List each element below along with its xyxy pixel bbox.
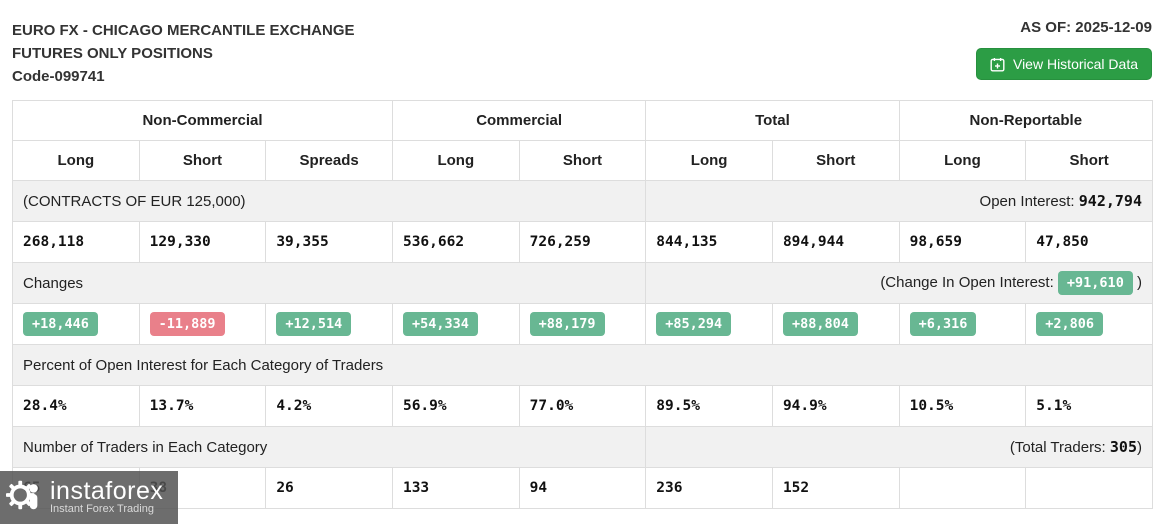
change-cell: +6,316 xyxy=(898,303,1027,345)
open-interest-label: Open Interest: xyxy=(979,193,1079,210)
percent-value: 89.5% xyxy=(645,385,773,427)
header-right: AS OF: 2025-12-09 View Historical Data xyxy=(975,19,1152,80)
traders-label: Number of Traders in Each Category xyxy=(11,426,647,468)
position-value: 47,850 xyxy=(1025,221,1153,263)
contracts-row: (CONTRACTS OF EUR 125,000) Open Interest… xyxy=(11,180,1153,222)
change-badge: +18,446 xyxy=(23,312,98,336)
traders-value: 133 xyxy=(391,467,520,509)
positions-row: 268,118 129,330 39,355 536,662 726,259 8… xyxy=(12,221,1153,263)
percent-label: Percent of Open Interest for Each Catego… xyxy=(12,344,1153,386)
group-header-row: Non-Commercial Commercial Total Non-Repo… xyxy=(12,100,1154,141)
total-traders-label: (Total Traders: xyxy=(1009,439,1110,456)
percent-value: 56.9% xyxy=(391,385,520,427)
group-total: Total xyxy=(645,100,900,141)
view-historical-data-button[interactable]: View Historical Data xyxy=(975,48,1152,80)
position-value: 129,330 xyxy=(138,221,267,263)
report-code: Code-099741 xyxy=(12,68,105,85)
percent-value: 28.4% xyxy=(12,385,140,427)
traders-value: 94 xyxy=(518,467,647,509)
change-badge: +54,334 xyxy=(402,312,478,336)
col-comm-long: Long xyxy=(391,140,520,181)
report-subtitle: FUTURES ONLY POSITIONS xyxy=(12,45,213,62)
change-oi-suffix: ) xyxy=(1132,274,1142,291)
change-cell: +85,294 xyxy=(645,303,773,345)
traders-value: 26 xyxy=(265,467,393,509)
changes-row: +18,446 -11,889 +12,514 +54,334 +88,179 … xyxy=(12,303,1153,345)
report-header: EURO FX - CHICAGO MERCANTILE EXCHANGE FU… xyxy=(0,0,1165,100)
open-interest-cell: Open Interest: 942,794 xyxy=(645,180,1153,222)
percents-row: 28.4% 13.7% 4.2% 56.9% 77.0% 89.5% 94.9%… xyxy=(12,385,1153,427)
calendar-plus-icon xyxy=(990,57,1005,72)
col-total-short: Short xyxy=(771,140,900,181)
traders-value: 236 xyxy=(645,467,773,509)
open-interest-value: 942,794 xyxy=(1078,192,1142,210)
traders-row: 65 38 26 133 94 236 152 xyxy=(12,467,1153,509)
col-nonrep-short: Short xyxy=(1025,140,1153,181)
change-oi-badge: +91,610 xyxy=(1057,271,1133,295)
traders-value: 152 xyxy=(771,467,900,509)
change-badge: +12,514 xyxy=(276,312,352,336)
position-value: 39,355 xyxy=(265,221,393,263)
position-value: 98,659 xyxy=(898,221,1027,263)
col-nonrep-long: Long xyxy=(898,140,1027,181)
change-cell: +12,514 xyxy=(265,303,393,345)
change-oi-label: (Change In Open Interest: xyxy=(880,274,1058,291)
total-traders-cell: (Total Traders: 305) xyxy=(645,426,1153,468)
instaforex-tagline: Instant Forex Trading xyxy=(50,503,154,515)
traders-value xyxy=(1025,467,1153,509)
traders-value xyxy=(898,467,1027,509)
change-badge: +6,316 xyxy=(909,312,977,336)
group-non-reportable: Non-Reportable xyxy=(898,100,1154,141)
group-commercial: Commercial xyxy=(391,100,647,141)
instaforex-wordmark: instaforex Instant Forex Trading xyxy=(50,479,163,516)
report-title: EURO FX - CHICAGO MERCANTILE EXCHANGE xyxy=(12,22,355,39)
position-value: 894,944 xyxy=(771,221,900,263)
col-comm-short: Short xyxy=(518,140,647,181)
column-header-row: Long Short Spreads Long Short Long Short… xyxy=(12,140,1153,181)
contracts-label: (CONTRACTS OF EUR 125,000) xyxy=(11,180,647,222)
percent-value: 94.9% xyxy=(771,385,900,427)
traders-header-row: Number of Traders in Each Category (Tota… xyxy=(11,426,1153,468)
percent-value: 77.0% xyxy=(518,385,647,427)
change-badge: -11,889 xyxy=(149,312,225,336)
position-value: 268,118 xyxy=(12,221,140,263)
percent-value: 4.2% xyxy=(265,385,393,427)
change-badge: +2,806 xyxy=(1036,312,1104,336)
total-traders-value: 305 xyxy=(1109,438,1137,456)
change-badge: +88,179 xyxy=(529,312,605,336)
position-value: 844,135 xyxy=(645,221,773,263)
col-total-long: Long xyxy=(645,140,773,181)
change-cell: +88,804 xyxy=(771,303,900,345)
percent-value: 10.5% xyxy=(898,385,1027,427)
instaforex-watermark: instaforex Instant Forex Trading xyxy=(0,471,178,524)
position-value: 726,259 xyxy=(518,221,647,263)
as-of-date: AS OF: 2025-12-09 xyxy=(1020,19,1152,36)
col-noncomm-long: Long xyxy=(12,140,140,181)
percent-header-row: Percent of Open Interest for Each Catego… xyxy=(12,344,1153,386)
changes-label: Changes xyxy=(11,262,647,304)
change-cell: -11,889 xyxy=(138,303,267,345)
change-cell: +18,446 xyxy=(12,303,140,345)
cot-table: Non-Commercial Commercial Total Non-Repo… xyxy=(11,100,1154,509)
percent-value: 5.1% xyxy=(1025,385,1153,427)
instaforex-brand-text: instaforex xyxy=(50,477,164,505)
col-noncomm-spreads: Spreads xyxy=(265,140,393,181)
report-titles: EURO FX - CHICAGO MERCANTILE EXCHANGE FU… xyxy=(12,19,355,88)
change-cell: +54,334 xyxy=(391,303,520,345)
total-traders-suffix: ) xyxy=(1137,439,1142,456)
col-noncomm-short: Short xyxy=(138,140,267,181)
change-badge: +88,804 xyxy=(782,312,858,336)
percent-value: 13.7% xyxy=(138,385,267,427)
view-historical-data-label: View Historical Data xyxy=(1012,56,1138,72)
change-cell: +88,179 xyxy=(518,303,647,345)
instaforex-gear-person-icon xyxy=(6,475,44,520)
change-cell: +2,806 xyxy=(1025,303,1153,345)
change-oi-cell: (Change In Open Interest: +91,610 ) xyxy=(645,262,1153,304)
group-non-commercial: Non-Commercial xyxy=(12,100,393,141)
position-value: 536,662 xyxy=(391,221,520,263)
change-badge: +85,294 xyxy=(656,312,732,336)
changes-header-row: Changes (Change In Open Interest: +91,61… xyxy=(11,262,1153,304)
